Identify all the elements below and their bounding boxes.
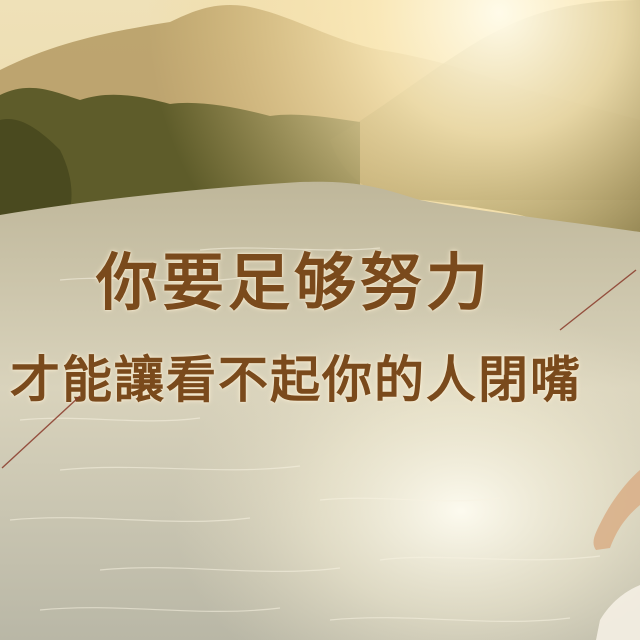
quote-line-1: 你要足够努力 bbox=[96, 246, 493, 319]
quote-line-2: 才能讓看不起你的人閉嘴 bbox=[10, 350, 582, 409]
